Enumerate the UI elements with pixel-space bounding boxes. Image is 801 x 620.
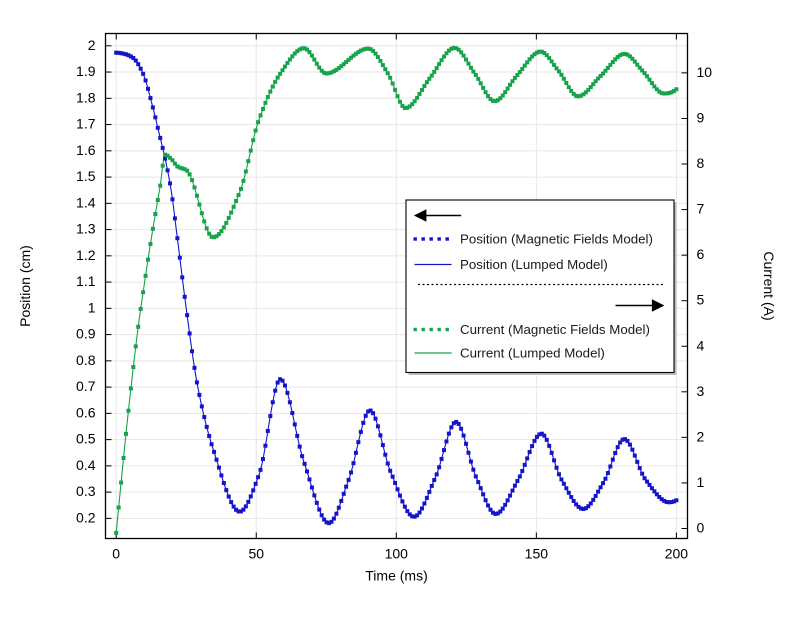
svg-text:1.8: 1.8 [76, 89, 96, 105]
svg-text:7: 7 [697, 201, 705, 217]
svg-text:10: 10 [697, 64, 713, 80]
svg-text:1.1: 1.1 [76, 273, 96, 289]
svg-text:2: 2 [88, 37, 96, 53]
svg-text:0.5: 0.5 [76, 431, 96, 447]
svg-text:0.8: 0.8 [76, 352, 96, 368]
svg-text:6: 6 [697, 246, 705, 262]
svg-text:Current (Lumped Model): Current (Lumped Model) [460, 346, 605, 361]
svg-text:0.3: 0.3 [76, 483, 96, 499]
svg-text:Current (A): Current (A) [761, 251, 777, 320]
svg-text:1.5: 1.5 [76, 168, 96, 184]
svg-text:0: 0 [697, 520, 705, 536]
svg-text:50: 50 [248, 546, 264, 562]
svg-text:8: 8 [697, 155, 705, 171]
svg-text:0.4: 0.4 [76, 457, 96, 473]
svg-text:5: 5 [697, 292, 705, 308]
svg-text:Time (ms): Time (ms) [365, 568, 427, 584]
svg-text:1.6: 1.6 [76, 142, 96, 158]
svg-text:200: 200 [665, 546, 689, 562]
svg-text:0.6: 0.6 [76, 404, 96, 420]
svg-text:Position (cm): Position (cm) [17, 245, 33, 327]
svg-text:1: 1 [697, 474, 705, 490]
svg-text:0.2: 0.2 [76, 509, 96, 525]
svg-text:Position (Lumped Model): Position (Lumped Model) [460, 257, 608, 272]
svg-text:4: 4 [697, 337, 705, 353]
svg-text:1.4: 1.4 [76, 194, 96, 210]
svg-text:1.7: 1.7 [76, 116, 96, 132]
svg-text:Current (Magnetic Fields Model: Current (Magnetic Fields Model) [460, 322, 650, 337]
svg-text:2: 2 [697, 428, 705, 444]
svg-text:100: 100 [385, 546, 409, 562]
svg-text:1.9: 1.9 [76, 63, 96, 79]
svg-text:1.2: 1.2 [76, 247, 96, 263]
svg-text:0: 0 [112, 546, 120, 562]
svg-text:9: 9 [697, 109, 705, 125]
svg-text:0.9: 0.9 [76, 326, 96, 342]
svg-text:150: 150 [525, 546, 549, 562]
svg-text:Position (Magnetic Fields Mode: Position (Magnetic Fields Model) [460, 232, 653, 247]
svg-text:1.3: 1.3 [76, 221, 96, 237]
svg-text:0.7: 0.7 [76, 378, 96, 394]
svg-text:3: 3 [697, 383, 705, 399]
svg-text:1: 1 [88, 299, 96, 315]
